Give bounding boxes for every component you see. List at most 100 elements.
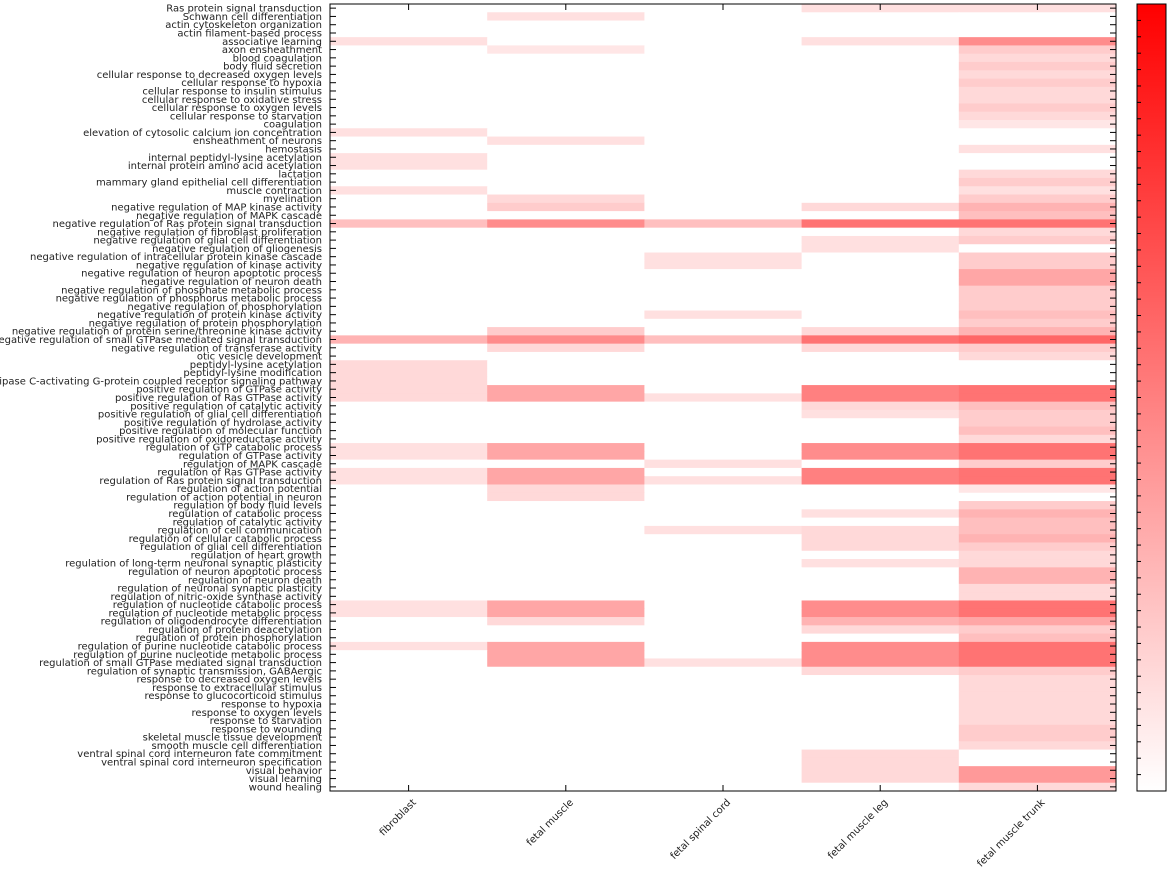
heatmap-cell xyxy=(644,285,803,295)
heatmap-cell xyxy=(801,766,960,775)
heatmap-cell xyxy=(330,484,488,494)
heatmap-cell xyxy=(958,525,1117,535)
heatmap-cell xyxy=(958,376,1117,386)
heatmap-cell xyxy=(644,235,803,245)
row-label: regulation of catalytic activity xyxy=(173,517,322,528)
heatmap-cell xyxy=(330,550,488,560)
heatmap-cell xyxy=(644,675,803,684)
heatmap-cell xyxy=(801,633,960,643)
heatmap-cell xyxy=(644,302,803,312)
heatmap-cell xyxy=(644,691,803,701)
heatmap-cell xyxy=(487,293,645,303)
heatmap-cell xyxy=(330,45,488,55)
heatmap-cell xyxy=(958,177,1117,187)
heatmap-cell xyxy=(487,567,645,577)
heatmap-cell xyxy=(644,418,803,427)
heatmap-cell xyxy=(801,774,960,784)
row-label: regulation of small GTPase mediated sign… xyxy=(39,658,322,669)
heatmap-cell xyxy=(958,774,1117,784)
heatmap-cell xyxy=(958,293,1117,303)
heatmap-cell xyxy=(958,658,1117,668)
heatmap-cell xyxy=(958,153,1117,162)
heatmap-cell xyxy=(958,492,1117,502)
heatmap-cell xyxy=(801,418,960,427)
colorbar-ticks xyxy=(1137,19,1141,776)
heatmap-cell xyxy=(801,559,960,568)
heatmap-cell xyxy=(644,103,803,113)
heatmap-cell xyxy=(330,766,488,775)
heatmap-cell xyxy=(644,683,803,693)
heatmap-cell xyxy=(958,699,1117,709)
heatmap-cell xyxy=(330,575,488,585)
row-label: hemostasis xyxy=(265,144,322,155)
row-label: regulation of purine nucleotide metaboli… xyxy=(73,650,322,661)
heatmap-cell xyxy=(487,393,645,403)
row-label: regulation of GTPase activity xyxy=(179,451,322,462)
row-label: regulation of glial cell differentiation xyxy=(140,542,322,553)
heatmap-cell xyxy=(487,683,645,693)
heatmap-cell xyxy=(644,708,803,717)
row-label: response to oxygen levels xyxy=(192,708,322,719)
heatmap-cell xyxy=(487,559,645,568)
row-label: positive regulation of catalytic activit… xyxy=(130,401,322,412)
heatmap-cell xyxy=(644,136,803,146)
heatmap-cell xyxy=(330,37,488,46)
row-label: negative regulation of MAP kinase activi… xyxy=(111,202,322,213)
heatmap-cell xyxy=(644,227,803,237)
heatmap-cell xyxy=(487,45,645,55)
heatmap-cell xyxy=(801,335,960,345)
row-label: negative regulation of phosphorus metabo… xyxy=(56,294,322,305)
heatmap-cell xyxy=(487,194,645,204)
heatmap-cell xyxy=(801,37,960,46)
heatmap-cell xyxy=(801,136,960,146)
heatmap-cell xyxy=(644,12,803,22)
heatmap-cell xyxy=(487,211,645,220)
heatmap-cell xyxy=(487,70,645,80)
heatmap-cell xyxy=(330,177,488,187)
row-label: response to decreased oxygen levels xyxy=(136,675,322,686)
heatmap-cell xyxy=(644,119,803,129)
row-label: lactation xyxy=(278,169,322,180)
heatmap-cell xyxy=(958,368,1117,378)
heatmap-cell xyxy=(644,401,803,411)
heatmap-cell xyxy=(958,608,1117,618)
row-label: negative regulation of gliogenesis xyxy=(152,244,322,255)
heatmap-cell xyxy=(801,86,960,96)
heatmap-cell xyxy=(487,542,645,552)
heatmap-cell xyxy=(487,641,645,651)
heatmap-cell xyxy=(958,592,1117,601)
heatmap-cell xyxy=(330,95,488,104)
heatmap-cell xyxy=(801,161,960,171)
heatmap-cell xyxy=(330,393,488,403)
heatmap-cell xyxy=(487,28,645,38)
row-label: otic vesicle development xyxy=(197,352,322,363)
heatmap-cell xyxy=(330,376,488,386)
heatmap-cell xyxy=(330,144,488,154)
heatmap-cell xyxy=(487,186,645,196)
heatmap-cell xyxy=(958,285,1117,295)
heatmap-cell xyxy=(330,426,488,436)
heatmap-cell xyxy=(801,169,960,179)
heatmap-cell xyxy=(958,633,1117,643)
heatmap-cell xyxy=(644,318,803,328)
heatmap-cell xyxy=(644,476,803,485)
heatmap-cell xyxy=(958,625,1117,635)
row-label: positive regulation of GTPase activity xyxy=(136,385,322,396)
heatmap-cell xyxy=(958,434,1117,444)
row-label: visual learning xyxy=(249,774,322,785)
heatmap-cell xyxy=(958,119,1117,129)
row-label: smooth muscle cell differentiation xyxy=(152,741,322,752)
heatmap-cell xyxy=(330,360,488,369)
row-label: negative regulation of neuron death xyxy=(141,277,322,288)
heatmap-cell xyxy=(958,95,1117,104)
heatmap-cell xyxy=(958,20,1117,30)
heatmap-cell xyxy=(487,128,645,138)
heatmap-cell xyxy=(801,625,960,635)
row-label: regulation of cellular catabolic process xyxy=(129,534,322,545)
heatmap-cell xyxy=(801,426,960,436)
heatmap-cell xyxy=(487,517,645,527)
heatmap-cell xyxy=(958,418,1117,427)
heatmap-cell xyxy=(644,459,803,469)
heatmap-cell xyxy=(487,37,645,46)
